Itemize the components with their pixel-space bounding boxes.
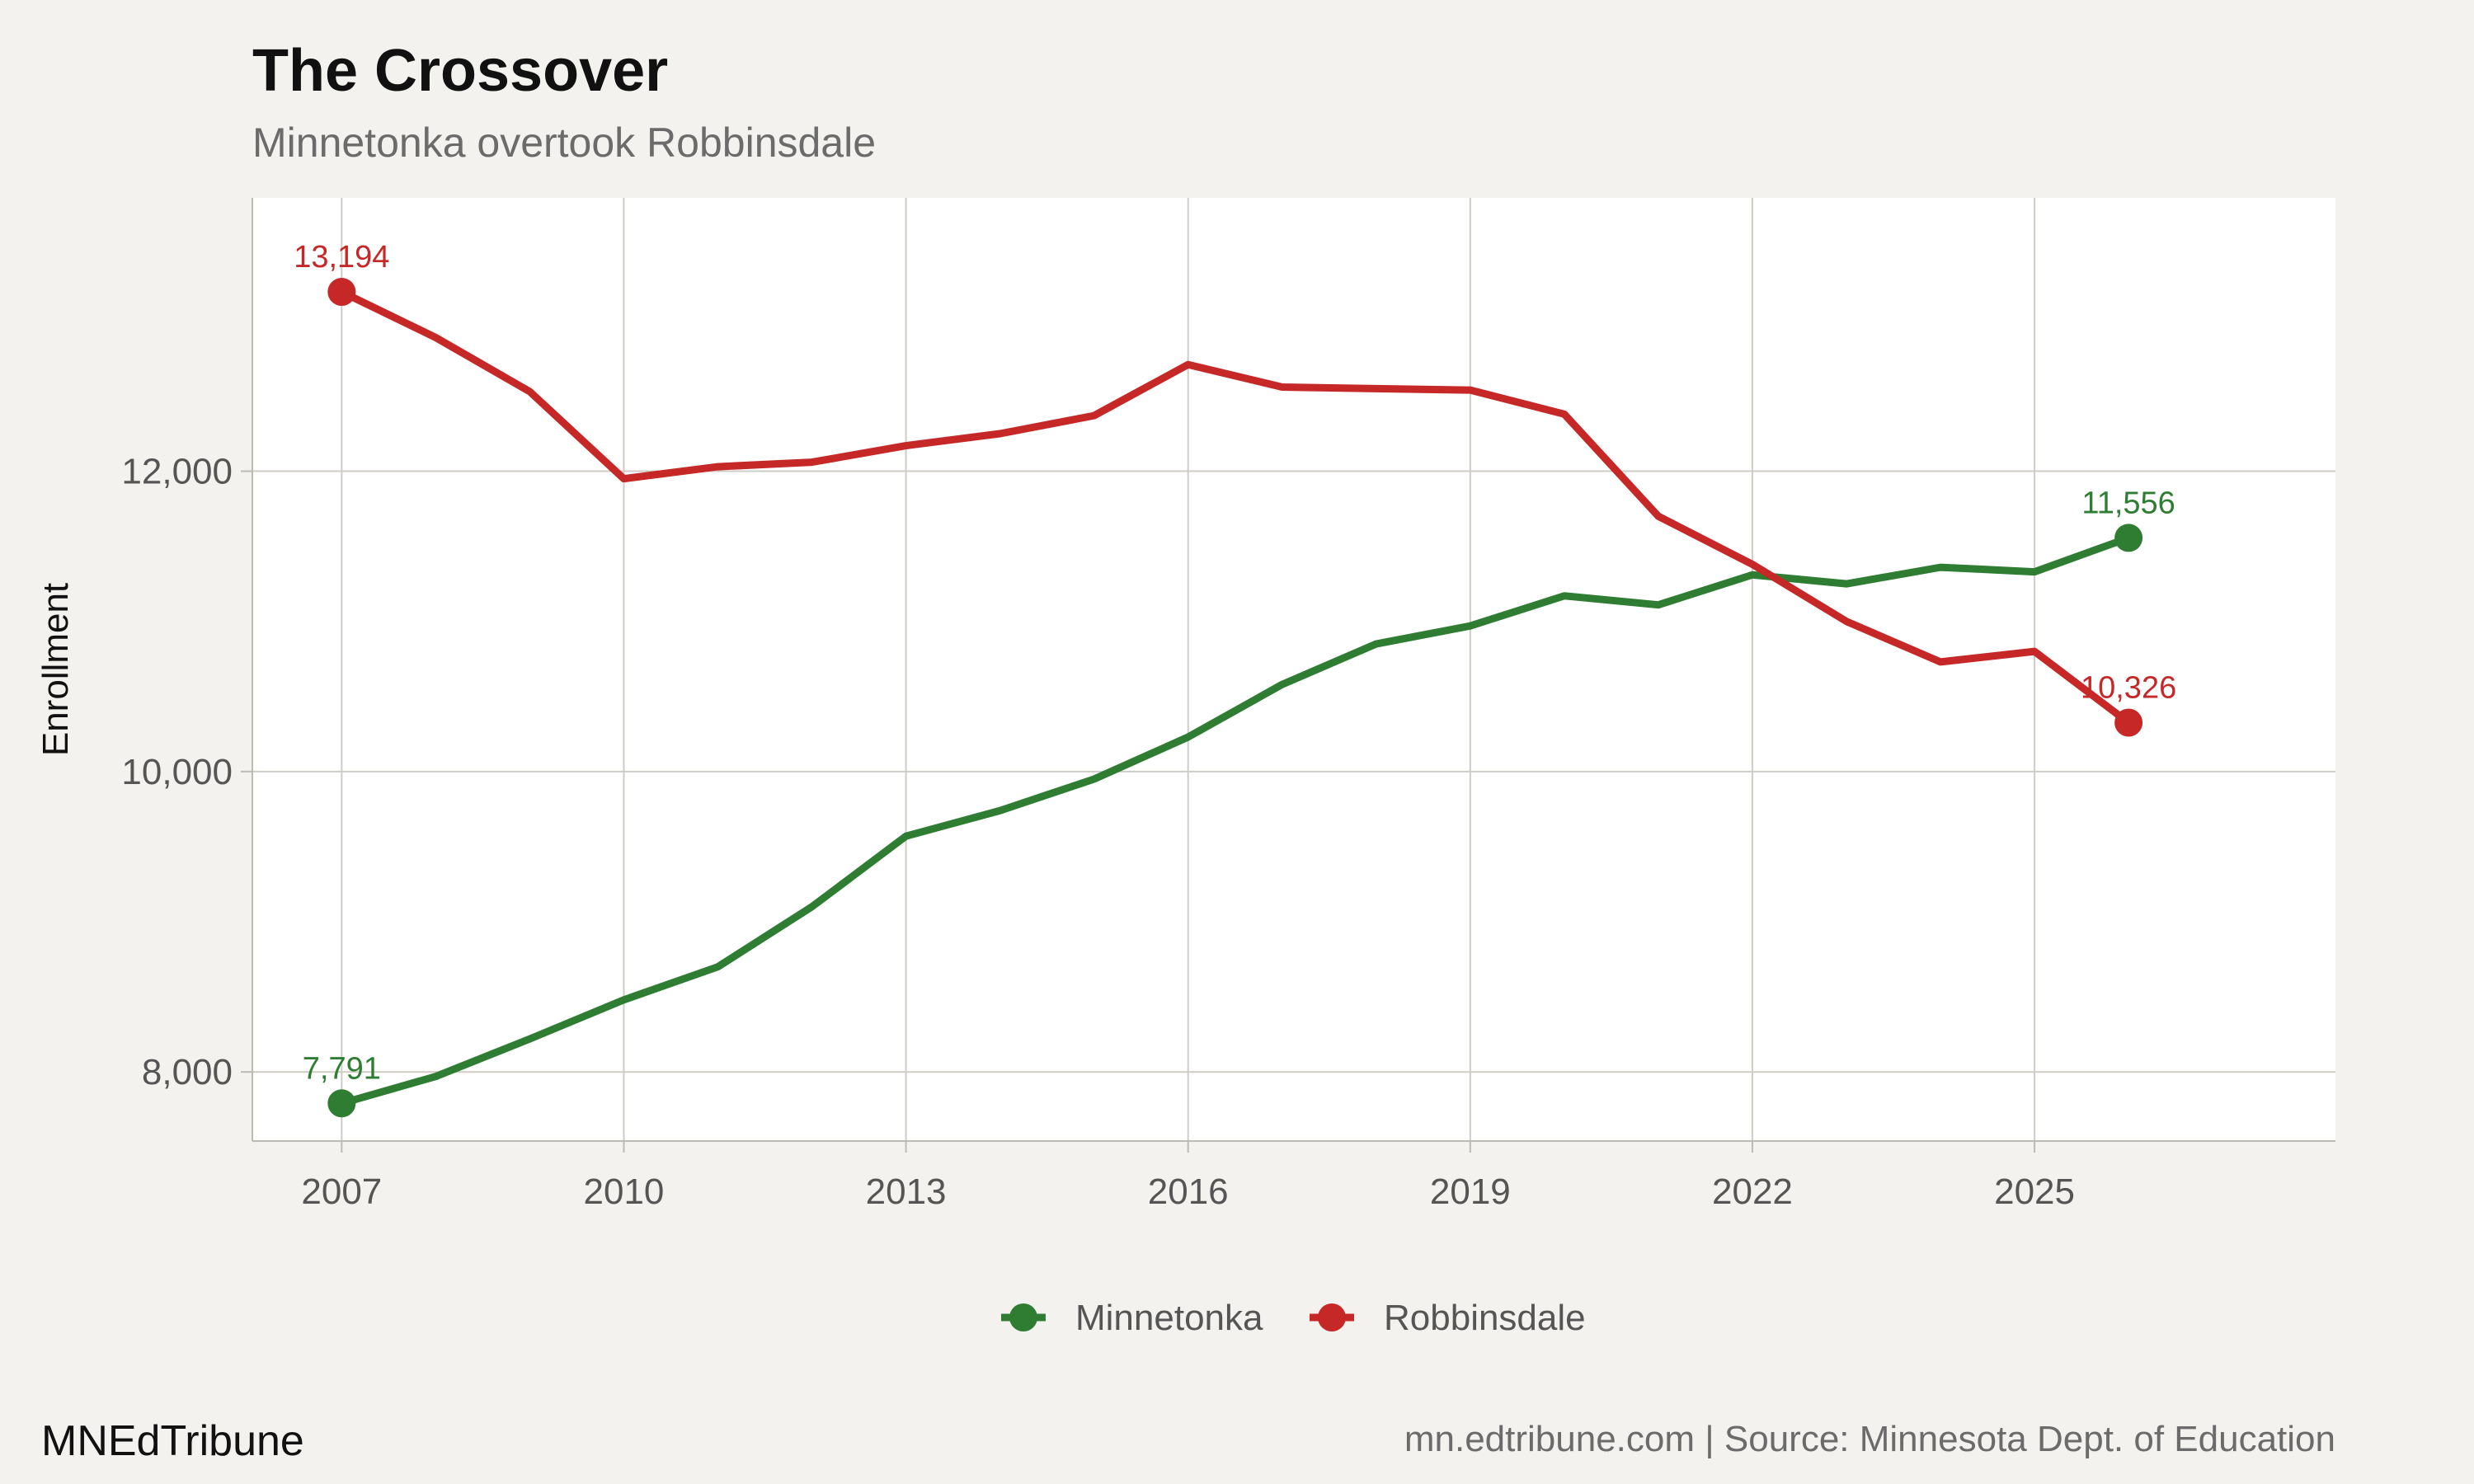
footer-brand: MNEdTribune bbox=[41, 1417, 304, 1465]
endpoint-marker-minnetonka bbox=[327, 1089, 356, 1118]
endpoint-marker-robbinsdale bbox=[2114, 708, 2143, 737]
axes bbox=[241, 198, 2335, 1153]
legend-label-robbinsdale: Robbinsdale bbox=[1384, 1298, 1586, 1338]
chart-title: The Crossover bbox=[252, 38, 668, 104]
grid bbox=[252, 198, 2335, 1141]
y-tick-label: 10,000 bbox=[121, 752, 233, 792]
plot-area bbox=[252, 198, 2335, 1141]
x-tick-label: 2016 bbox=[1148, 1172, 1229, 1212]
y-tick-label: 8,000 bbox=[142, 1052, 233, 1092]
legend-swatch-marker bbox=[1318, 1303, 1346, 1331]
series-line-minnetonka bbox=[337, 533, 2133, 1107]
series-line-robbinsdale bbox=[337, 288, 2133, 726]
x-tick-label: 2022 bbox=[1712, 1172, 1793, 1212]
x-tick-label: 2025 bbox=[1994, 1172, 2075, 1212]
x-tick-label: 2010 bbox=[584, 1172, 665, 1212]
data-label-minnetonka-last: 11,556 bbox=[2081, 486, 2175, 520]
y-tick-label: 12,000 bbox=[121, 452, 233, 492]
legend-label-minnetonka: Minnetonka bbox=[1075, 1298, 1263, 1338]
chart-subtitle: Minnetonka overtook Robbinsdale bbox=[252, 120, 876, 166]
legend-swatch-marker bbox=[1009, 1303, 1037, 1331]
x-tick-label: 2019 bbox=[1430, 1172, 1511, 1212]
legend: Minnetonka Robbinsdale bbox=[1001, 1298, 1586, 1338]
endpoint-marker-minnetonka bbox=[2114, 524, 2143, 552]
legend-item-minnetonka: Minnetonka bbox=[1001, 1298, 1263, 1338]
legend-item-robbinsdale: Robbinsdale bbox=[1310, 1298, 1586, 1338]
x-tick-label: 2013 bbox=[866, 1172, 947, 1212]
data-label-minnetonka-first: 7,791 bbox=[303, 1051, 381, 1086]
y-axis-label: Enrollment bbox=[35, 583, 76, 756]
series bbox=[327, 278, 2143, 1118]
data-labels: 7,791 11,556 13,194 10,326 bbox=[294, 240, 2176, 1086]
tick-labels: 2007 2010 2013 2016 2019 2022 2025 8,000 10,000 1… bbox=[121, 452, 2075, 1212]
data-label-robbinsdale-last: 10,326 bbox=[2081, 670, 2176, 705]
x-tick-label: 2007 bbox=[301, 1172, 382, 1212]
data-label-robbinsdale-first: 13,194 bbox=[294, 240, 389, 275]
footer-source: mn.edtribune.com | Source: Minnesota Dep… bbox=[1404, 1419, 2335, 1459]
endpoint-marker-robbinsdale bbox=[327, 278, 356, 307]
